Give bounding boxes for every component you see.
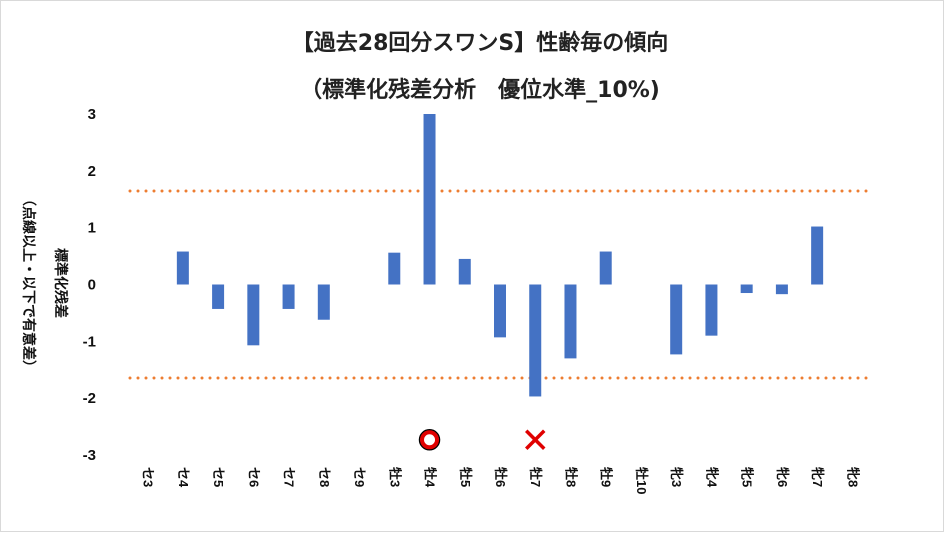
x-tick-label: 牝7	[810, 467, 825, 487]
x-tick-label: 牝6	[775, 467, 790, 487]
x-tick-label: 牡9	[599, 467, 614, 487]
bar-セ4	[176, 251, 189, 285]
x-tick-label: 牡7	[528, 467, 543, 487]
y-axis-label: 標準化残差	[52, 248, 69, 318]
bar-牡9	[599, 251, 612, 285]
y-tick-label: 3	[88, 106, 96, 123]
chart-subtitle: （標準化残差分析 優位水準_10%)	[300, 77, 660, 103]
bar-牝6	[775, 284, 788, 295]
y-tick-label: 0	[88, 277, 96, 294]
x-tick-label: セ8	[317, 467, 332, 487]
chart-title: 【過去28回分スワンS】性齢毎の傾向	[292, 30, 668, 56]
y-axis-sublabel: （点線以上・以下で有意差）	[20, 192, 37, 374]
bar-牝4	[705, 284, 718, 336]
bar-牡7	[529, 284, 542, 397]
good-marker-icon	[420, 430, 440, 450]
x-tick-label: 牝8	[845, 467, 860, 487]
y-tick-label: -2	[83, 390, 96, 407]
x-tick-label: セ5	[211, 467, 226, 487]
x-tick-label: 牡3	[387, 467, 402, 487]
bar-牝7	[811, 226, 824, 285]
x-tick-label: 牡6	[493, 467, 508, 487]
bar-牡8	[564, 284, 577, 359]
x-tick-label: 牡5	[458, 467, 473, 487]
bar-セ5	[212, 284, 225, 309]
bar-牡6	[494, 284, 506, 338]
bar-牡5	[458, 258, 471, 285]
x-tick-label: セ7	[282, 467, 297, 487]
y-tick-label: -3	[83, 447, 96, 464]
x-tick-label: 牡10	[634, 467, 649, 494]
bad-marker-icon	[525, 429, 546, 451]
x-tick-label: 牝3	[669, 467, 684, 487]
x-tick-label: セ3	[141, 467, 156, 487]
x-tick-label: 牡4	[423, 467, 438, 488]
x-tick-label: セ6	[246, 467, 261, 487]
y-tick-label: 1	[88, 220, 96, 237]
y-tick-label: -1	[83, 333, 96, 350]
y-tick-label: 2	[88, 163, 96, 180]
x-tick-label: 牡8	[563, 467, 578, 487]
bar-セ6	[247, 284, 260, 346]
x-tick-label: 牝4	[704, 467, 719, 488]
bar-牡3	[388, 252, 401, 285]
bar-セ7	[282, 284, 295, 309]
bar-セ8	[317, 284, 330, 320]
x-tick-label: セ4	[176, 467, 191, 488]
x-tick-label: 牝5	[740, 467, 755, 487]
bar-牝3	[670, 284, 683, 355]
x-tick-label: セ9	[352, 467, 367, 487]
bar-牡4	[423, 114, 436, 285]
bar-牝5	[740, 284, 753, 294]
